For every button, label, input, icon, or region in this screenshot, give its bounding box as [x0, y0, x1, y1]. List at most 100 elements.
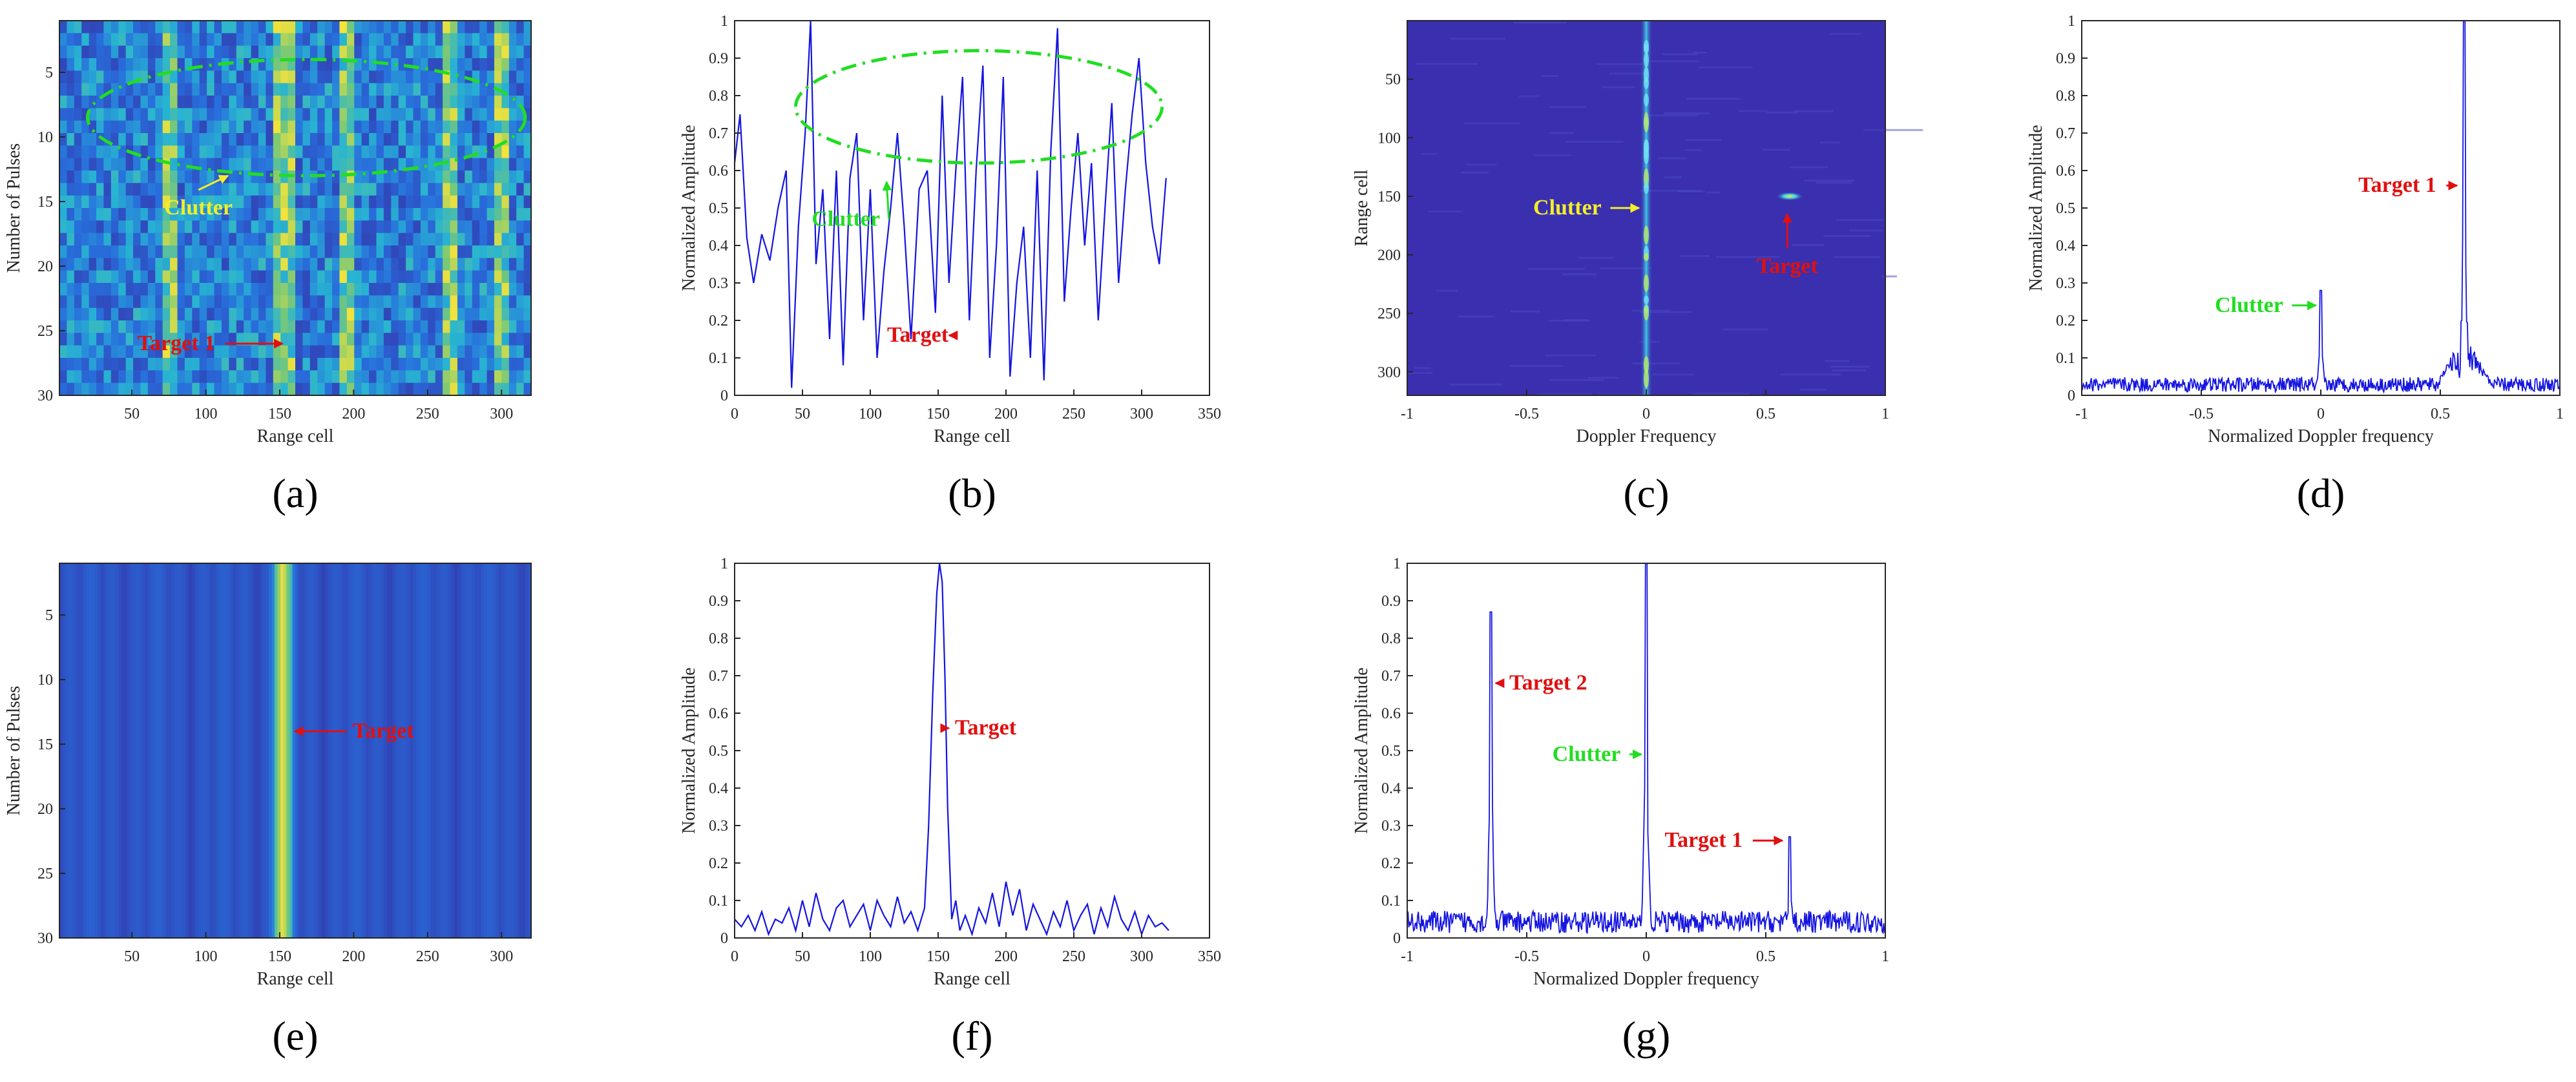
heatmap-cell-a — [280, 45, 289, 59]
heatmap-cell-a — [346, 83, 355, 96]
heatmap-cell-a — [59, 33, 68, 47]
heatmap-cell-a — [170, 382, 178, 396]
heatmap-cell-a — [207, 208, 215, 221]
heatmap-cell-a — [295, 158, 304, 171]
y-tick-label-f: 0.8 — [709, 630, 728, 647]
heatmap-cell-a — [133, 370, 141, 384]
heatmap-cell-a — [207, 96, 215, 109]
heatmap-cell-a — [199, 245, 207, 258]
heatmap-cell-a — [110, 358, 119, 371]
x-tick-label-b: 50 — [795, 406, 810, 422]
heatmap-cell-a — [501, 108, 510, 121]
heatmap-cell-a — [398, 295, 406, 309]
heatmap-cell-a — [244, 283, 252, 296]
heatmap-cell-a — [450, 258, 458, 271]
heatmap-cell-a — [508, 183, 517, 196]
heatmap-cell-a — [443, 158, 451, 171]
heatmap-cell-a — [450, 70, 458, 84]
heatmap-cell-a — [110, 145, 119, 159]
heatmap-cell-a — [192, 283, 200, 296]
heatmap-speckle-c — [1825, 360, 1849, 362]
heatmap-cell-a — [67, 33, 75, 47]
heatmap-cell-a — [406, 120, 414, 134]
heatmap-cell-a — [125, 21, 134, 34]
heatmap-cell-a — [361, 133, 370, 146]
y-tick-label-d: 0.6 — [2056, 163, 2075, 180]
heatmap-cell-a — [406, 358, 414, 371]
y-tick-label-d: 0.3 — [2056, 275, 2075, 292]
heatmap-cell-a — [155, 345, 163, 359]
heatmap-cell-a — [479, 345, 488, 359]
heatmap-cell-a — [133, 120, 141, 134]
heatmap-cell-a — [354, 208, 362, 221]
heatmap-cell-a — [229, 333, 237, 346]
heatmap-cell-a — [244, 158, 252, 171]
heatmap-cell-a — [266, 195, 274, 209]
heatmap-cell-a — [280, 358, 289, 371]
heatmap-speckle-c — [1461, 171, 1489, 174]
heatmap-cell-a — [472, 270, 480, 284]
heatmap-cell-a — [317, 96, 326, 109]
heatmap-cell-a — [508, 21, 517, 34]
heatmap-column-e — [136, 563, 140, 938]
heatmap-column-e — [180, 563, 184, 938]
heatmap-cell-a — [406, 83, 414, 96]
heatmap-cell-a — [74, 195, 82, 209]
heatmap-cell-a — [346, 245, 355, 258]
heatmap-cell-a — [428, 345, 436, 359]
heatmap-cell-a — [258, 133, 266, 146]
heatmap-cell-a — [89, 370, 97, 384]
heatmap-cell-a — [317, 33, 326, 47]
heatmap-cell-a — [516, 295, 525, 309]
heatmap-cell-a — [479, 83, 488, 96]
heatmap-cell-a — [479, 382, 488, 396]
heatmap-column-e — [419, 563, 423, 938]
heatmap-cell-a — [487, 45, 495, 59]
heatmap-cell-a — [309, 145, 318, 159]
heatmap-cell-a — [443, 295, 451, 309]
heatmap-speckle-c — [1662, 53, 1698, 56]
heatmap-cell-a — [251, 295, 259, 309]
y-tick-label-e: 15 — [37, 736, 53, 753]
heatmap-cell-a — [133, 258, 141, 271]
heatmap-cell-a — [361, 183, 370, 196]
heatmap-cell-a — [479, 120, 488, 134]
heatmap-column-e — [304, 563, 308, 938]
heatmap-cell-a — [133, 158, 141, 171]
heatmap-cell-a — [162, 295, 171, 309]
heatmap-cell-a — [221, 320, 229, 333]
heatmap-cell-a — [67, 220, 75, 234]
clutter-region-ellipse-b — [794, 48, 1164, 165]
heatmap-cell-a — [177, 370, 185, 384]
heatmap-cell-a — [450, 345, 458, 359]
heatmap-cell-a — [170, 270, 178, 284]
annotation-clutter-a: Clutter — [164, 196, 233, 220]
heatmap-speckle-c — [1597, 63, 1643, 65]
y-tick-label-d: 0.7 — [2056, 125, 2075, 142]
heatmap-cell-a — [406, 70, 414, 84]
heatmap-cell-a — [354, 333, 362, 346]
heatmap-cell-a — [118, 270, 127, 284]
heatmap-cell-a — [420, 245, 428, 258]
heatmap-cell-a — [361, 45, 370, 59]
heatmap-cell-a — [361, 208, 370, 221]
heatmap-cell-a — [258, 83, 266, 96]
heatmap-cell-a — [354, 382, 362, 396]
annotation-target-c: Target — [1757, 255, 1819, 278]
x-tick-label-f: 0 — [731, 948, 738, 965]
heatmap-cell-a — [74, 258, 82, 271]
heatmap-cell-a — [302, 208, 311, 221]
heatmap-cell-a — [207, 83, 215, 96]
heatmap-column-e — [339, 563, 343, 938]
heatmap-cell-a — [140, 120, 149, 134]
heatmap-cell-a — [479, 133, 488, 146]
heatmap-cell-a — [450, 183, 458, 196]
heatmap-cell-a — [383, 21, 392, 34]
heatmap-cell-a — [487, 120, 495, 134]
heatmap-cell-a — [428, 70, 436, 84]
heatmap-cell-a — [103, 33, 112, 47]
heatmap-cell-a — [346, 382, 355, 396]
heatmap-cell-a — [207, 145, 215, 159]
heatmap-speckle-c — [1564, 318, 1588, 321]
heatmap-cell-a — [324, 358, 333, 371]
